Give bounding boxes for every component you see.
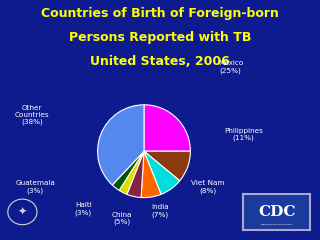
Wedge shape xyxy=(127,151,144,198)
Text: ✦: ✦ xyxy=(18,207,27,217)
Text: Philippines
(11%): Philippines (11%) xyxy=(224,128,263,141)
Wedge shape xyxy=(119,151,144,194)
Text: India
(7%): India (7%) xyxy=(151,204,169,218)
Text: China
(5%): China (5%) xyxy=(111,212,132,225)
Text: Mexico
(25%): Mexico (25%) xyxy=(218,60,243,74)
Wedge shape xyxy=(141,151,161,198)
Text: United States, 2006: United States, 2006 xyxy=(90,55,230,68)
Wedge shape xyxy=(144,151,190,181)
Wedge shape xyxy=(144,151,180,194)
Text: Other
Countries
(38%): Other Countries (38%) xyxy=(15,105,49,126)
Text: Viet Nam
(8%): Viet Nam (8%) xyxy=(191,180,225,194)
Wedge shape xyxy=(144,105,190,151)
Text: ─────────────: ───────────── xyxy=(260,223,293,227)
Text: Guatemala
(3%): Guatemala (3%) xyxy=(15,180,55,194)
Wedge shape xyxy=(98,105,144,185)
Wedge shape xyxy=(112,151,144,190)
Text: CDC: CDC xyxy=(258,205,296,219)
Text: Persons Reported with TB: Persons Reported with TB xyxy=(69,31,251,44)
Text: Countries of Birth of Foreign-born: Countries of Birth of Foreign-born xyxy=(41,7,279,20)
Text: Haiti
(3%): Haiti (3%) xyxy=(75,202,92,216)
